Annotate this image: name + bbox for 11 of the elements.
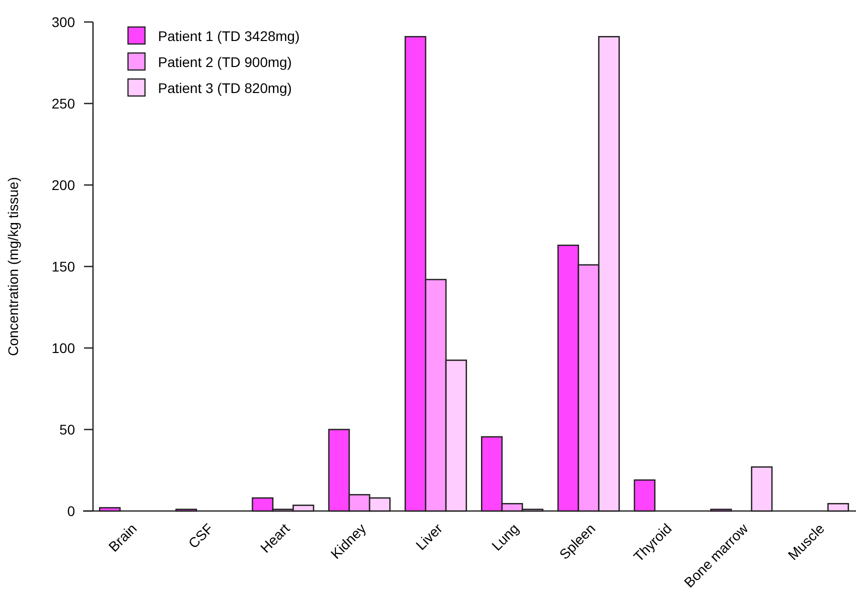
y-tick-label: 100 bbox=[52, 340, 76, 356]
legend-label: Patient 1 (TD 3428mg) bbox=[158, 28, 300, 44]
y-axis-title: Concentration (mg/kg tissue) bbox=[5, 177, 21, 356]
legend-label: Patient 3 (TD 820mg) bbox=[158, 80, 292, 96]
y-tick-label: 200 bbox=[52, 176, 76, 193]
y-tick-label: 300 bbox=[52, 14, 76, 30]
legend-label: Patient 2 (TD 900mg) bbox=[158, 54, 292, 70]
y-tick-label: 50 bbox=[59, 421, 76, 438]
y-tick-label: 0 bbox=[67, 502, 76, 519]
y-tick-label: 250 bbox=[52, 95, 76, 112]
y-tick-label: 150 bbox=[52, 258, 76, 274]
